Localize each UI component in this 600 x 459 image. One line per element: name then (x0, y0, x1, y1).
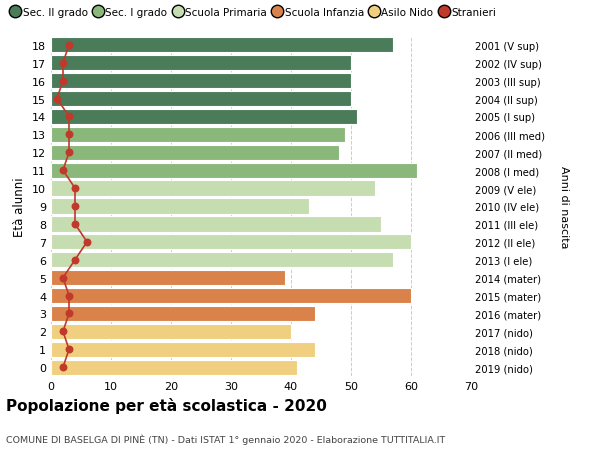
Bar (51, 110, 357, 125)
Point (70, 203, 80, 210)
Point (70, 221, 80, 228)
Point (64, 346, 74, 353)
Legend: Sec. II grado, Sec. I grado, Scuola Primaria, Scuola Infanzia, Asilo Nido, Stran: Sec. II grado, Sec. I grado, Scuola Prim… (11, 7, 496, 17)
Bar (51, 360, 297, 375)
Bar (51, 38, 393, 53)
Point (58, 328, 68, 336)
Point (64, 131, 74, 139)
Point (70, 185, 80, 192)
Point (58, 364, 68, 371)
Point (58, 78, 68, 85)
Point (82, 239, 92, 246)
Text: COMUNE DI BASELGA DI PINÈ (TN) - Dati ISTAT 1° gennaio 2020 - Elaborazione TUTTI: COMUNE DI BASELGA DI PINÈ (TN) - Dati IS… (6, 434, 445, 444)
Point (64, 113, 74, 121)
Bar (51, 342, 315, 357)
Point (64, 149, 74, 157)
Y-axis label: Anni di nascita: Anni di nascita (559, 165, 569, 248)
Point (58, 274, 68, 282)
Point (64, 292, 74, 300)
Point (58, 60, 68, 67)
Bar (51, 128, 345, 143)
Bar (51, 270, 285, 285)
Bar (51, 199, 309, 214)
Bar (51, 288, 411, 303)
Bar (51, 146, 339, 161)
Bar (51, 163, 417, 179)
Bar (51, 235, 411, 250)
Point (64, 310, 74, 318)
Point (64, 42, 74, 49)
Y-axis label: Età alunni: Età alunni (13, 177, 26, 236)
Bar (51, 324, 291, 339)
Text: Popolazione per età scolastica - 2020: Popolazione per età scolastica - 2020 (6, 397, 327, 413)
Bar (51, 74, 351, 89)
Point (58, 167, 68, 174)
Bar (51, 306, 315, 321)
Bar (51, 181, 375, 196)
Bar (51, 56, 351, 71)
Bar (51, 92, 351, 107)
Point (52, 95, 62, 103)
Bar (51, 252, 393, 268)
Bar (51, 217, 381, 232)
Point (70, 257, 80, 264)
